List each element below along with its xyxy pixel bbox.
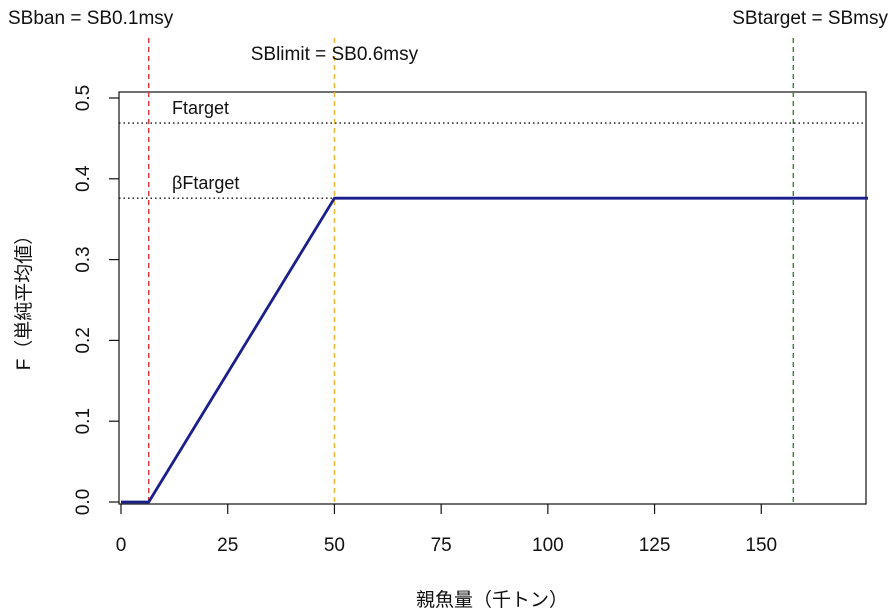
y-axis: 0.0 0.1 0.2 0.3 0.4 0.5 (73, 85, 119, 515)
y-tick-label-3: 0.3 (73, 246, 94, 272)
hline-label-1: βFtarget (172, 173, 239, 193)
x-tick-label-3: 75 (431, 535, 452, 556)
x-tick-label-4: 100 (532, 535, 564, 556)
y-axis-label: F（単純平均値） (13, 226, 35, 371)
vline-label-2: SBtarget = SBmsy (732, 8, 888, 29)
x-tick-label-2: 50 (324, 535, 345, 556)
series-line-0 (121, 196, 868, 504)
x-axis-label: 親魚量（千トン） (416, 589, 568, 611)
hline-label-0: Ftarget (172, 98, 229, 118)
x-tick-label-5: 125 (639, 535, 671, 556)
y-tick-label-5: 0.5 (73, 85, 94, 111)
reference-hlines: Ftarget βFtarget (119, 98, 866, 199)
reference-vlines: SBban = SB0.1msy SBlimit = SB0.6msy SBtarg… (8, 8, 888, 504)
x-tick-label-6: 150 (745, 535, 777, 556)
x-tick-label-1: 25 (217, 535, 238, 556)
x-axis: 0 25 50 75 100 125 150 (116, 504, 777, 556)
vline-label-0: SBban = SB0.1msy (8, 8, 174, 29)
series-group (121, 196, 868, 504)
y-tick-label-2: 0.2 (73, 327, 94, 353)
y-tick-label-1: 0.1 (73, 408, 94, 434)
plot-frame (118, 91, 867, 505)
y-tick-label-4: 0.4 (73, 165, 94, 192)
y-tick-label-0: 0.0 (73, 489, 94, 515)
x-tick-label-0: 0 (116, 535, 127, 556)
vline-label-1: SBlimit = SB0.6msy (251, 44, 419, 65)
